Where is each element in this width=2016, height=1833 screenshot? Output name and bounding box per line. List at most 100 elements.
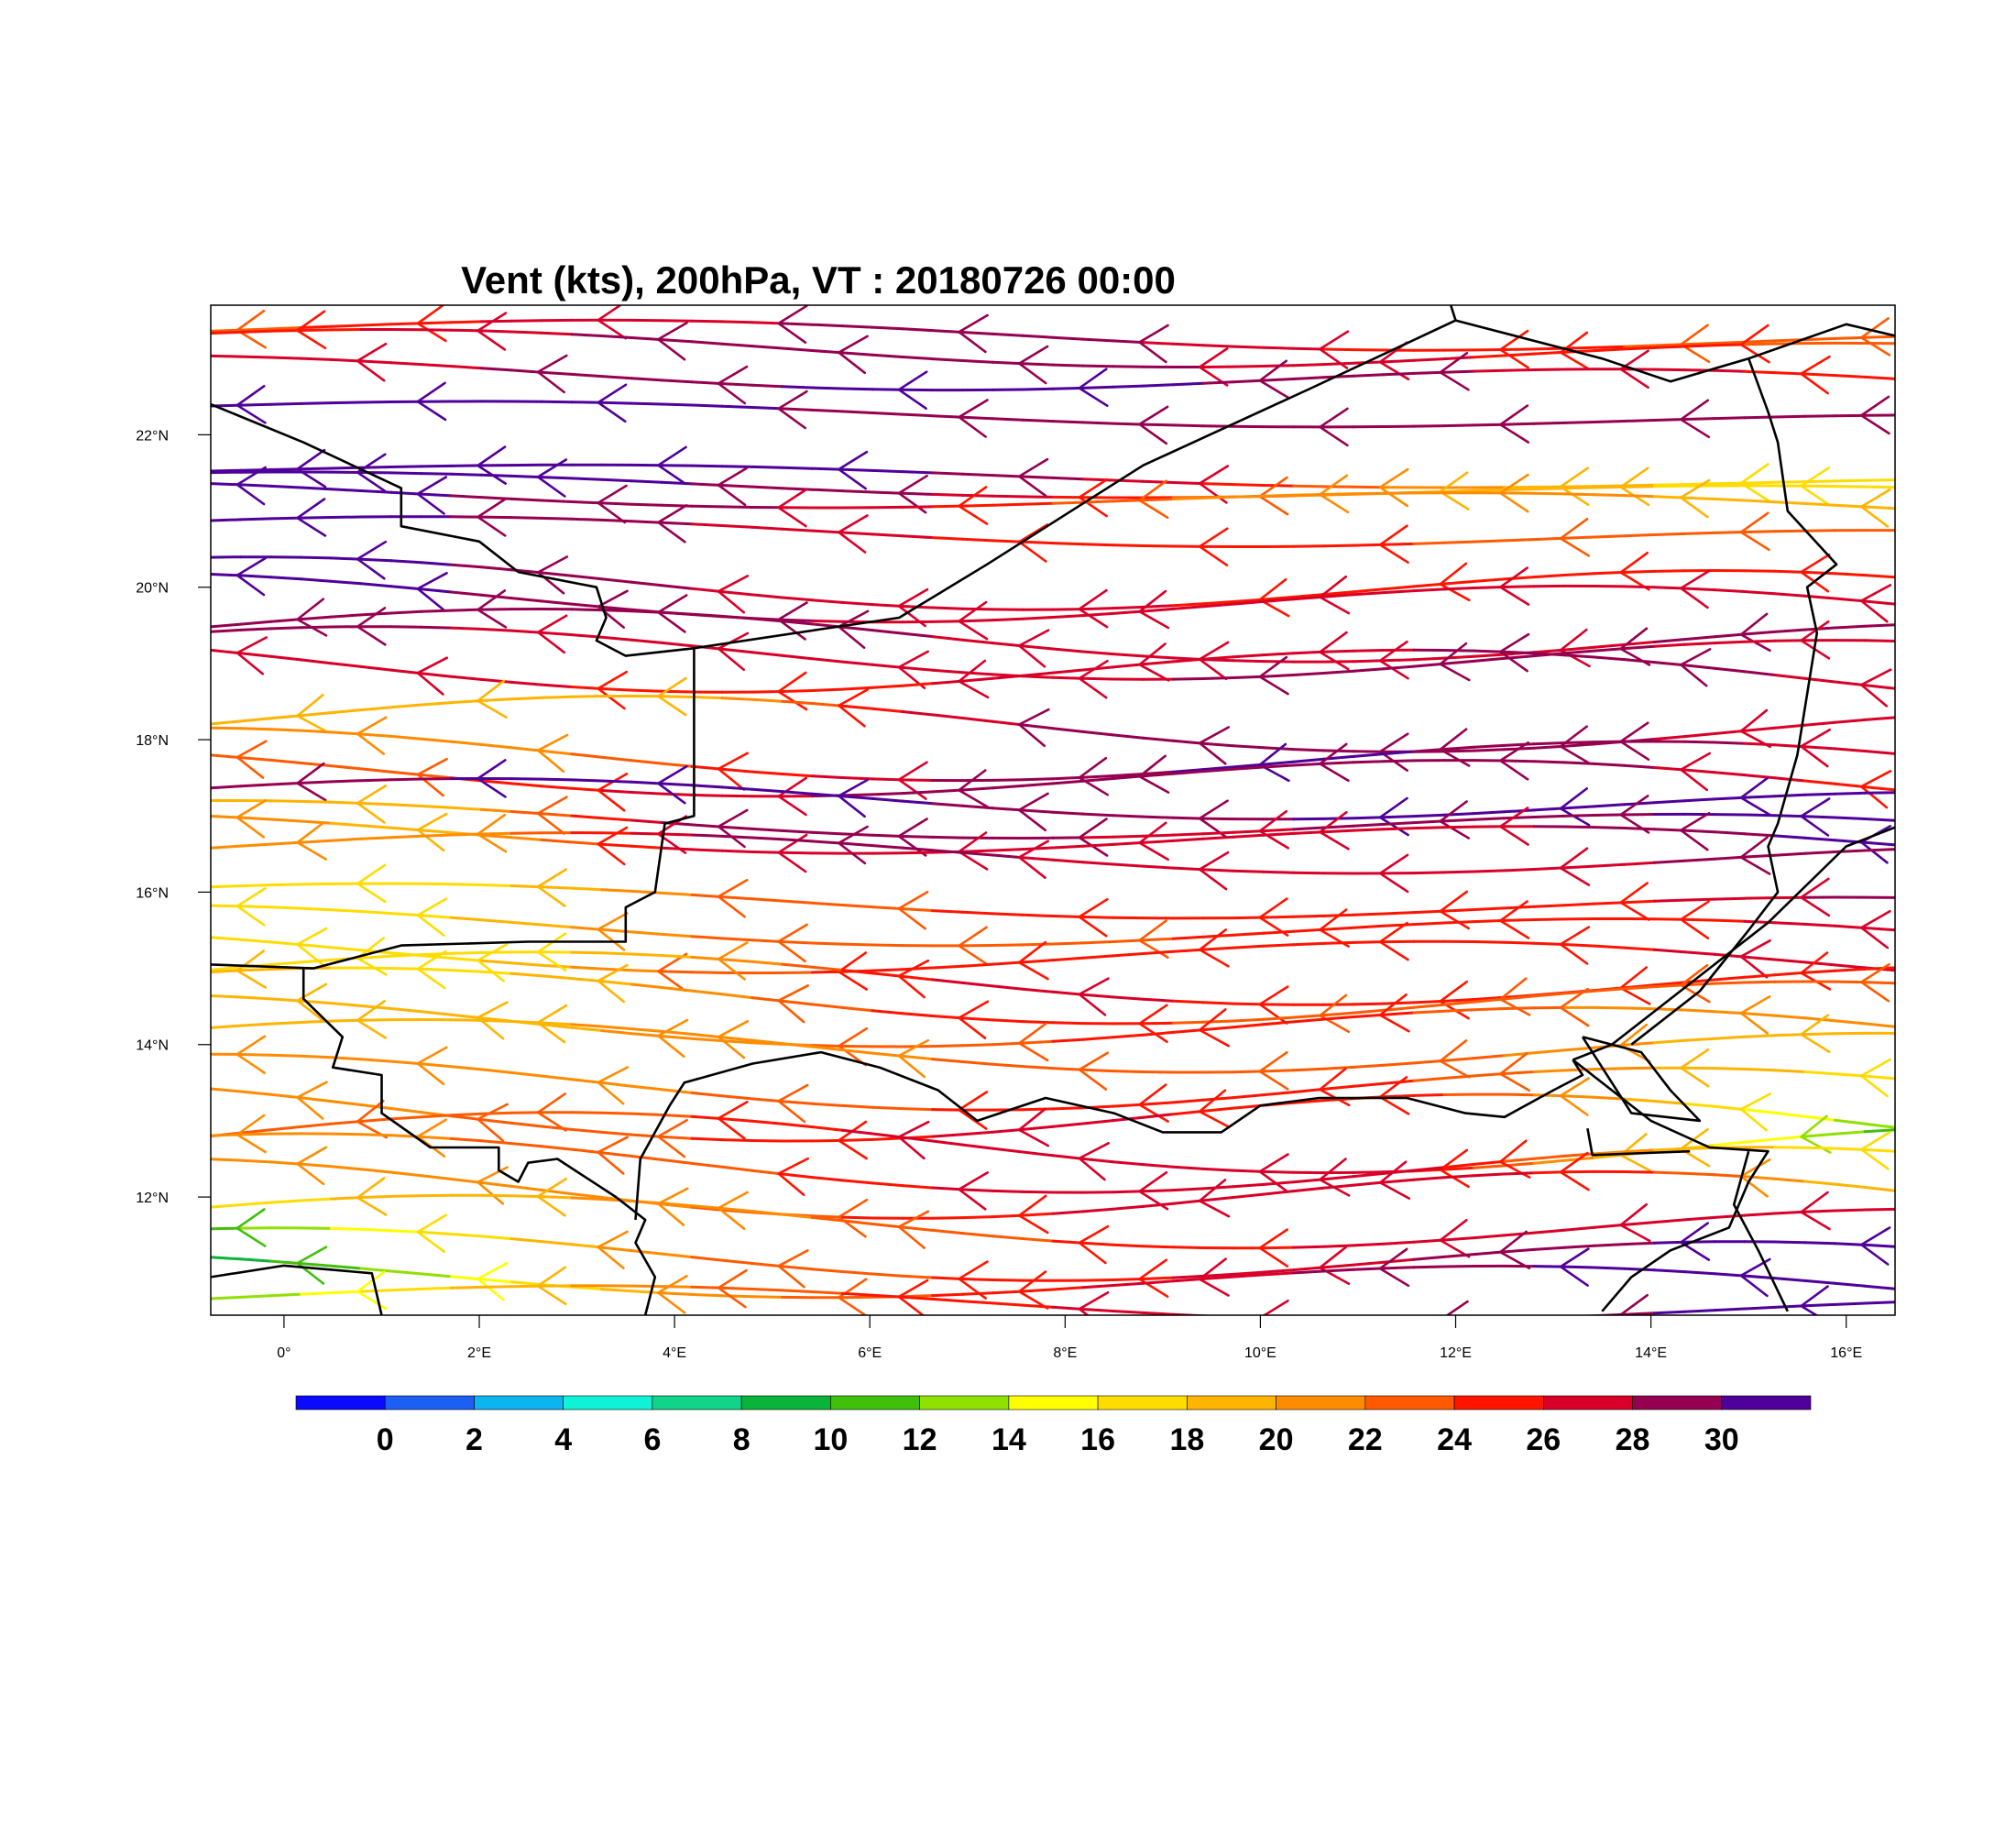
wind-arrowhead: [1319, 407, 1349, 447]
streamline-segment: [1502, 742, 1536, 747]
streamline-segment: [1562, 864, 1596, 870]
streamline-segment: [1201, 655, 1235, 661]
streamline-segment: [1051, 810, 1085, 816]
streamline-segment: [1863, 375, 1895, 380]
colorbar-swatch: [1187, 1395, 1276, 1410]
streamline: [211, 466, 1895, 528]
streamline-segment: [1502, 1092, 1536, 1097]
streamline-segment: [540, 331, 574, 336]
streamline-segment: [660, 891, 694, 896]
streamline-segment: [1773, 1033, 1806, 1037]
streamline-segment: [1352, 1008, 1386, 1015]
colorbar-swatch: [1008, 1395, 1099, 1410]
wind-arrowhead: [1739, 836, 1771, 875]
streamline-segment: [1112, 1310, 1145, 1314]
streamline-segment: [1262, 346, 1296, 350]
streamline-segment: [300, 1291, 333, 1296]
streamline-segment: [359, 582, 393, 588]
streamline-segment: [420, 672, 454, 678]
streamline-segment: [211, 573, 243, 577]
streamline-segment: [1532, 904, 1566, 908]
streamline-segment: [509, 1280, 543, 1287]
wind-arrowhead: [356, 453, 387, 492]
streamline-segment: [1652, 1100, 1686, 1105]
streamline-segment: [600, 1246, 633, 1253]
wind-arrowhead: [958, 486, 989, 525]
wind-arrowhead: [1859, 770, 1892, 809]
streamline-segment: [1412, 357, 1446, 362]
streamline-segment: [211, 753, 243, 760]
streamline-segment: [1833, 624, 1867, 630]
streamline-segment: [1473, 940, 1506, 944]
country-border: [211, 402, 695, 657]
streamline-segment: [660, 402, 694, 407]
streamline-segment: [1803, 1302, 1836, 1308]
streamline-segment: [1171, 602, 1205, 608]
streamline-segment: [1232, 483, 1265, 487]
streamline-segment: [810, 830, 844, 836]
streamline-segment: [840, 489, 874, 494]
streamline-segment: [1021, 671, 1055, 677]
streamline-segment: [1623, 1006, 1656, 1011]
streamline-segment: [840, 704, 874, 710]
streamline-segment: [359, 557, 393, 563]
streamline-segment: [1081, 842, 1115, 848]
streamline-segment: [300, 906, 333, 912]
streamline-segment: [690, 784, 724, 789]
streamline-segment: [931, 1228, 964, 1235]
streamline-segment: [1623, 533, 1656, 538]
streamline-segment: [1593, 570, 1627, 576]
streamline-segment: [660, 954, 694, 959]
streamline-segment: [1081, 1157, 1115, 1164]
streamline-segment: [1021, 959, 1055, 964]
wind-arrowhead: [1739, 511, 1770, 552]
wind-arrowhead: [897, 1279, 929, 1315]
streamline-segment: [1593, 1223, 1627, 1229]
wind-arrowhead: [536, 354, 568, 394]
wind-arrowhead: [356, 863, 387, 904]
streamline-segment: [660, 1088, 694, 1094]
streamline-segment: [1352, 1063, 1386, 1069]
streamline-segment: [660, 1029, 694, 1036]
map-title: Vent (kts), 200hPa, VT : 20180726 00:00: [461, 258, 1176, 302]
streamline-segment: [509, 920, 543, 927]
wind-arrowhead: [356, 342, 388, 382]
streamline-segment: [1201, 1019, 1235, 1024]
streamline-segment: [1171, 999, 1205, 1004]
colorbar-swatch: [1543, 1395, 1633, 1410]
streamline-segment: [1201, 1096, 1235, 1102]
streamline-segment: [1773, 480, 1806, 484]
streamline-segment: [389, 1007, 423, 1014]
streamline-segment: [690, 1032, 724, 1039]
streamline-segment: [1773, 592, 1806, 598]
streamline-segment: [720, 484, 754, 488]
streamline-segment: [389, 834, 423, 840]
streamline-segment: [1773, 1277, 1806, 1282]
streamline-segment: [1021, 1065, 1055, 1070]
streamline-segment: [1112, 1204, 1145, 1211]
streamline-segment: [840, 387, 874, 391]
streamline-segment: [660, 610, 694, 616]
wind-arrowhead: [1739, 1092, 1772, 1132]
streamline-segment: [1051, 858, 1085, 864]
streamline-segment: [359, 1018, 393, 1022]
streamline-segment: [720, 825, 754, 830]
streamline-segment: [720, 1117, 754, 1123]
wind-arrowhead: [296, 310, 327, 350]
streamline-segment: [269, 401, 302, 406]
streamline-segment: [1682, 829, 1716, 834]
streamline-segment: [1652, 1007, 1686, 1012]
streamline-segment: [1532, 866, 1566, 871]
streamline-segment: [1773, 971, 1806, 977]
streamline-segment: [1833, 572, 1867, 577]
streamline-segment: [509, 1070, 543, 1078]
wind-arrowhead: [597, 1066, 630, 1105]
streamline-segment: [1833, 791, 1867, 796]
streamline-segment: [509, 330, 543, 335]
streamline-segment: [1803, 1070, 1836, 1076]
colorbar-label: 16: [1080, 1422, 1115, 1457]
wind-arrowhead: [1680, 1048, 1710, 1088]
streamline-segment: [751, 1169, 784, 1176]
streamline-segment: [1051, 476, 1085, 481]
wind-arrowhead: [958, 659, 990, 699]
